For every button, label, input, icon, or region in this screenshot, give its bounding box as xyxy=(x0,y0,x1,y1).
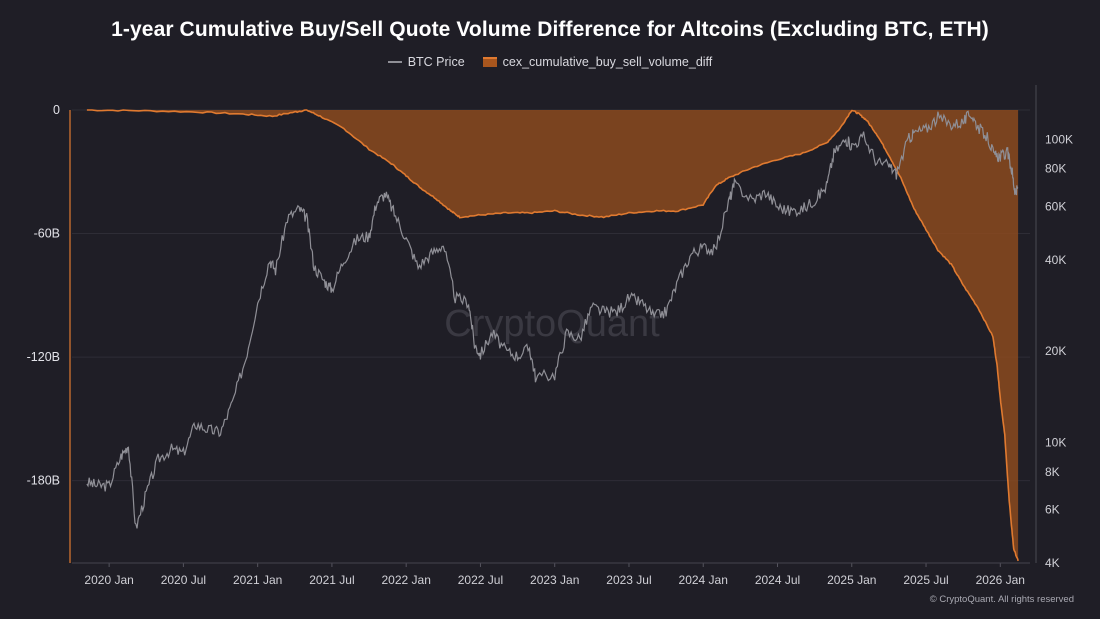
x-tick-label: 2024 Jan xyxy=(679,573,728,587)
x-tick-label: 2022 Jan xyxy=(381,573,430,587)
legend-label-volume-diff: cex_cumulative_buy_sell_volume_diff xyxy=(502,55,713,69)
x-tick-label: 2021 Jul xyxy=(309,573,354,587)
x-tick-label: 2025 Jul xyxy=(903,573,948,587)
legend-swatch-btc-price xyxy=(387,61,402,63)
legend-item-btc-price[interactable]: BTC Price xyxy=(387,55,465,69)
volume-diff-area-layer xyxy=(86,109,1019,562)
y-right-tick-label: 100K xyxy=(1045,132,1073,146)
y-left-tick-label: 0 xyxy=(53,103,60,117)
x-tick-label: 2023 Jul xyxy=(606,573,651,587)
chart-title: 1-year Cumulative Buy/Sell Quote Volume … xyxy=(111,18,989,41)
chart-legend: BTC Price cex_cumulative_buy_sell_volume… xyxy=(0,55,1100,69)
btc-price-layer xyxy=(86,110,1019,529)
axes: 0 -60B -120B -180B 100K 80K 60K 40K 20K 10K 8K 6K 4K… xyxy=(27,85,1073,587)
x-tick-label: 2023 Jan xyxy=(530,573,579,587)
legend-swatch-volume-diff xyxy=(482,57,497,67)
x-tick-label: 2021 Jan xyxy=(233,573,282,587)
watermark: CryptoQuant xyxy=(444,303,660,345)
y-right-tick-label: 60K xyxy=(1045,200,1066,214)
btc-price-line xyxy=(86,110,1019,529)
y-left-tick-label: -60B xyxy=(34,227,60,241)
y-right-tick-label: 20K xyxy=(1045,344,1066,358)
y-left-tick-label: -180B xyxy=(27,474,60,488)
y-right-tick-label: 10K xyxy=(1045,435,1066,449)
legend-label-btc-price: BTC Price xyxy=(407,55,465,69)
x-tick-label: 2026 Jan xyxy=(976,573,1025,587)
y-left-tick-label: -120B xyxy=(27,350,60,364)
x-tick-label: 2020 Jan xyxy=(84,573,133,587)
x-tick-label: 2022 Jul xyxy=(458,573,503,587)
y-right-tick-label: 4K xyxy=(1045,556,1060,570)
y-right-tick-label: 40K xyxy=(1045,253,1066,267)
volume-diff-line xyxy=(86,109,1019,562)
y-right-tick-label: 80K xyxy=(1045,162,1066,176)
x-tick-label: 2024 Jul xyxy=(755,573,800,587)
y-right-tick-label: 6K xyxy=(1045,503,1060,517)
x-tick-label: 2025 Jan xyxy=(827,573,876,587)
copyright-text: © CryptoQuant. All rights reserved xyxy=(929,594,1074,605)
legend-item-volume-diff[interactable]: cex_cumulative_buy_sell_volume_diff xyxy=(482,55,713,69)
volume-diff-area-fill xyxy=(86,110,1019,561)
y-right-tick-label: 8K xyxy=(1045,465,1060,479)
x-tick-label: 2020 Jul xyxy=(161,573,206,587)
